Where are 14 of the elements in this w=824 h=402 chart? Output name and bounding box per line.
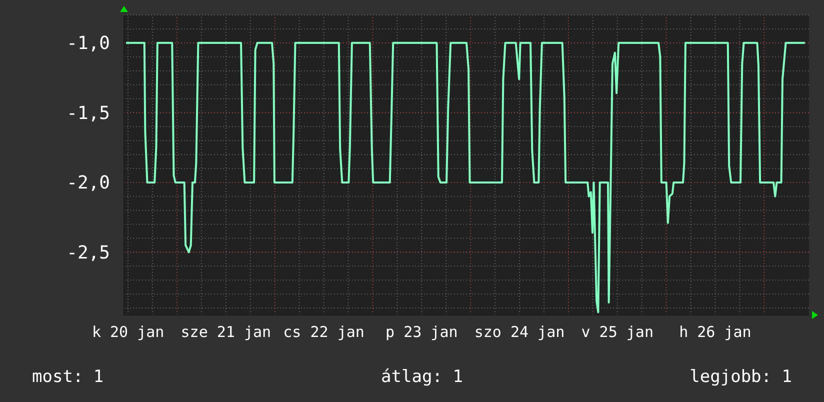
x-tick-label: h 26 jan — [679, 323, 752, 341]
y-tick-label: -2,5 — [66, 242, 110, 264]
text: most: 1 — [32, 367, 104, 387]
y-tick-label: -1,0 — [66, 33, 110, 54]
y-tick-label: -1,5 — [66, 102, 110, 124]
x-tick-label: cs 22 jan — [283, 323, 364, 341]
y-tick-label: -2,0 — [66, 172, 110, 194]
x-tick-label: szo 24 jan — [474, 323, 565, 341]
x-tick-label: sze 21 jan — [180, 323, 272, 341]
x-tick-label: v 25 jan — [581, 323, 654, 341]
x-tick-label: k 20 jan — [92, 323, 164, 341]
text: legjobb: 1 — [690, 367, 792, 387]
text: átlag: 1 — [381, 367, 463, 387]
x-tick-label: p 23 jan — [386, 323, 458, 341]
